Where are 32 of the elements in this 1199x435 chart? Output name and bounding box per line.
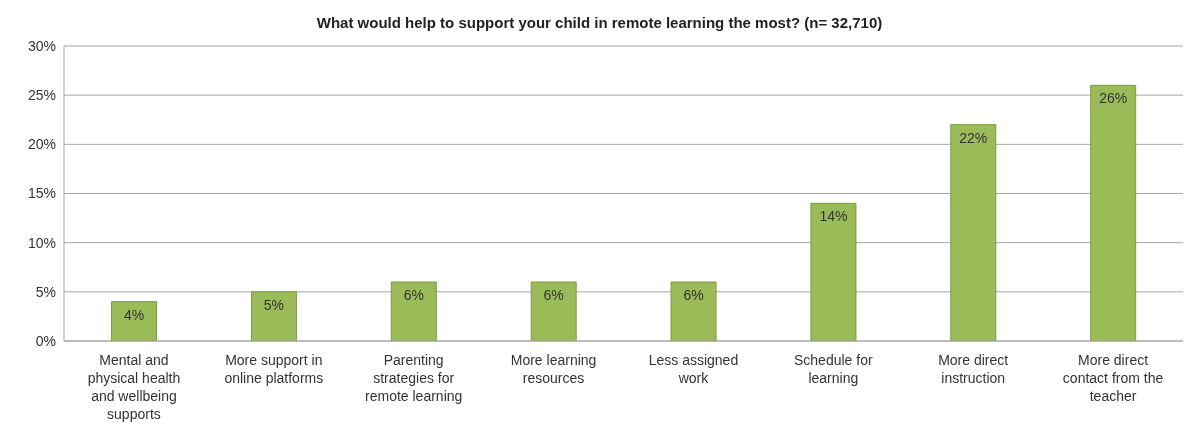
bar xyxy=(1090,84,1137,341)
x-tick-label: Schedule for learning xyxy=(794,352,873,386)
data-label: 4% xyxy=(123,306,145,323)
x-tick-label: Mental and physical health and wellbeing supports xyxy=(87,352,181,422)
bar xyxy=(670,281,717,341)
data-label: 6% xyxy=(543,286,564,303)
data-label: 14% xyxy=(819,208,848,225)
x-tick-label: More direct contact from the teacher xyxy=(1062,352,1164,404)
x-tick-label: Less assigned work xyxy=(648,352,739,386)
x-tick-label: More direct instruction xyxy=(938,352,1009,386)
bar xyxy=(250,291,297,341)
chart-title: What would help to support your child in remote learning the most? (n= 32,710) xyxy=(315,13,884,33)
data-label: 26% xyxy=(1099,90,1128,107)
data-label: 22% xyxy=(959,129,988,146)
bar xyxy=(530,281,577,341)
y-tick-label: 10% xyxy=(27,234,56,251)
bar xyxy=(111,301,158,341)
bar xyxy=(950,124,997,341)
data-label: 5% xyxy=(263,296,285,313)
bar xyxy=(810,202,857,341)
x-tick-label: More support in online platforms xyxy=(224,352,324,386)
bar xyxy=(390,281,437,341)
data-label: 6% xyxy=(683,286,704,303)
y-tick-label: 0% xyxy=(35,332,56,349)
data-label: 6% xyxy=(403,286,424,303)
y-tick-label: 30% xyxy=(27,37,56,54)
y-tick-label: 25% xyxy=(27,87,56,104)
y-tick-label: 15% xyxy=(27,185,56,202)
x-tick-label: More learning resources xyxy=(510,352,597,386)
x-tick-label: Parenting strategies for remote learning xyxy=(365,352,463,404)
y-tick-label: 20% xyxy=(27,136,56,153)
y-tick-label: 5% xyxy=(35,283,56,300)
